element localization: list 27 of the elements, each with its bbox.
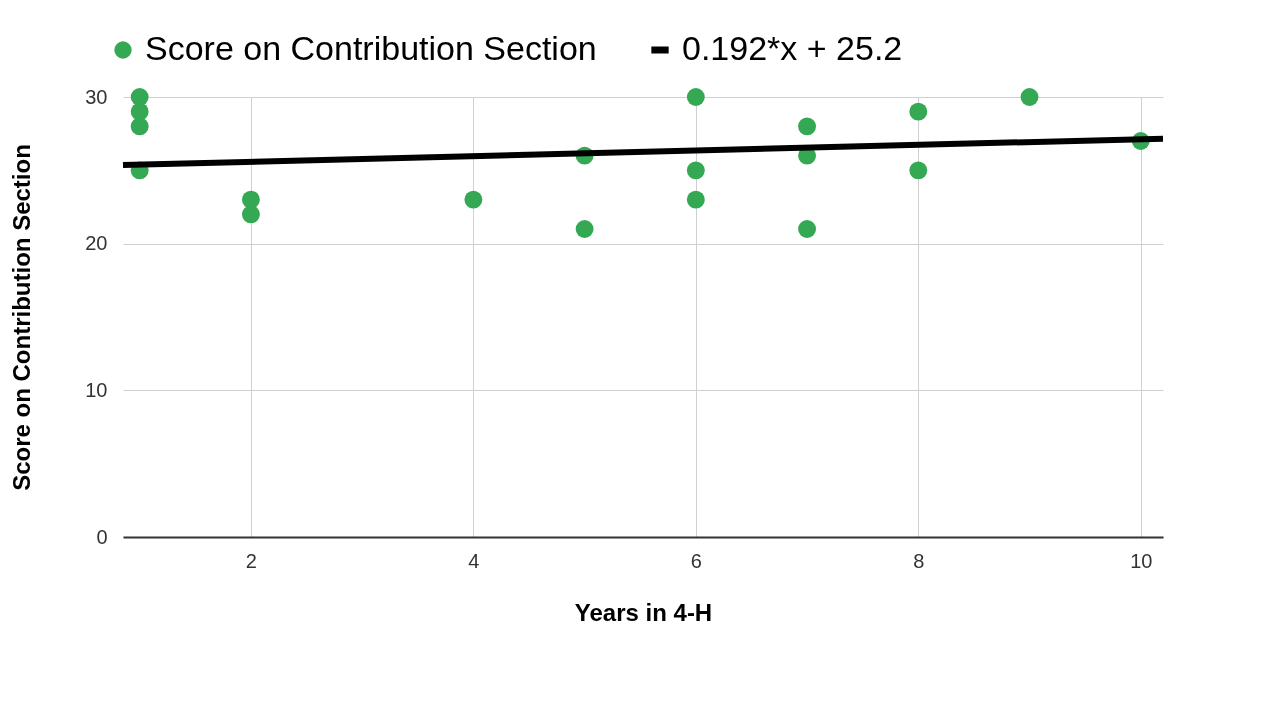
point — [909, 161, 928, 180]
point — [575, 220, 594, 238]
point — [686, 88, 705, 106]
y-tick-label: 20 — [85, 232, 108, 255]
point — [1020, 88, 1039, 106]
point — [464, 190, 483, 209]
x-tick-label: 8 — [913, 549, 925, 572]
y-axis-title: Score on Contribution Section — [8, 144, 36, 491]
legend-label: Score on Contribution Section — [145, 29, 597, 67]
x-tick-label: 6 — [690, 549, 702, 572]
x-tick-label: 2 — [245, 549, 257, 572]
x-axis-title: Years in 4-H — [574, 598, 713, 626]
y-tick-label: 0 — [96, 525, 108, 548]
point — [130, 102, 149, 121]
y-tick-label: 10 — [85, 378, 108, 401]
x-tick-label: 10 — [1130, 549, 1153, 572]
point — [798, 220, 817, 238]
y-tick-label: 30 — [85, 85, 108, 108]
point — [130, 88, 149, 106]
point — [130, 117, 149, 136]
legend-label: 0.192*x + 25.2 — [682, 29, 903, 67]
x-tick-label: 4 — [468, 549, 480, 572]
point — [241, 205, 260, 224]
point — [798, 117, 817, 136]
point — [909, 102, 928, 121]
point — [686, 161, 705, 180]
point — [686, 190, 705, 209]
